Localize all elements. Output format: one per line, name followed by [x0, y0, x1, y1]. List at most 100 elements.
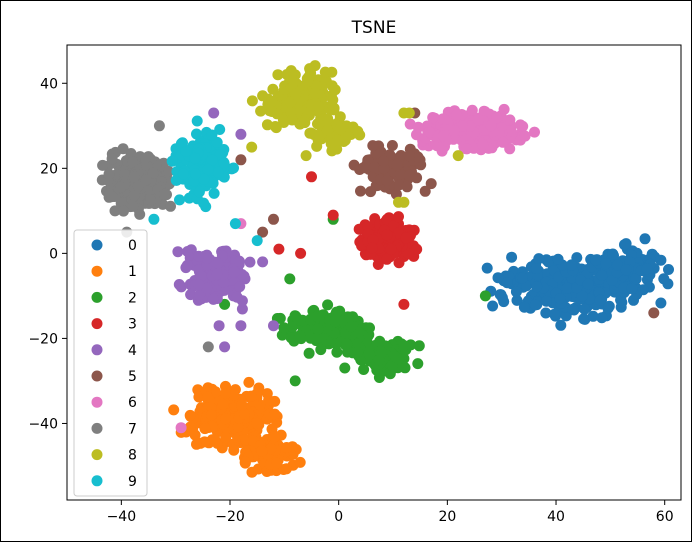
- point-6: [485, 120, 497, 132]
- point-4: [213, 320, 225, 332]
- point-1: [271, 457, 283, 469]
- point-9: [166, 155, 178, 167]
- point-8: [300, 150, 312, 162]
- point-0: [518, 301, 530, 313]
- point-3: [393, 257, 405, 269]
- point-4: [207, 293, 219, 305]
- point-7: [165, 200, 176, 212]
- point-5: [381, 175, 393, 186]
- point-2: [289, 375, 301, 387]
- point-2: [345, 321, 357, 333]
- point-2: [303, 347, 315, 359]
- point-2: [412, 358, 424, 370]
- point-2: [286, 321, 298, 333]
- point-5: [235, 154, 247, 166]
- point-2: [284, 273, 296, 285]
- point-3: [295, 247, 307, 259]
- point-7: [158, 188, 170, 200]
- point-5: [368, 162, 380, 173]
- point-0: [492, 272, 504, 284]
- point-6: [437, 130, 449, 142]
- legend-marker-0: [91, 239, 103, 251]
- point-5: [401, 181, 413, 193]
- point-8: [246, 141, 258, 153]
- point-2: [413, 340, 425, 352]
- point-0: [596, 269, 608, 281]
- point-8: [246, 95, 258, 107]
- point-8: [266, 106, 278, 117]
- point-5: [403, 169, 415, 181]
- point-4: [212, 257, 224, 269]
- point-0: [641, 263, 653, 275]
- x-tick-label: 60: [656, 509, 674, 525]
- legend-label-9: 9: [128, 474, 137, 490]
- legend-marker-1: [91, 265, 103, 277]
- point-8: [327, 94, 339, 106]
- point-8: [286, 114, 298, 126]
- point-9: [198, 173, 210, 185]
- point-0: [567, 303, 579, 315]
- point-7: [163, 165, 175, 177]
- point-9: [193, 186, 205, 198]
- point-6: [424, 126, 436, 138]
- point-5: [378, 155, 389, 167]
- point-2: [341, 338, 353, 350]
- point-2: [353, 326, 365, 338]
- legend-marker-4: [91, 344, 103, 356]
- point-4: [193, 279, 205, 291]
- point-2: [312, 323, 324, 335]
- point-4: [182, 246, 194, 257]
- point-8: [266, 95, 278, 107]
- point-8: [403, 107, 415, 119]
- point-4: [211, 268, 223, 280]
- legend-label-2: 2: [128, 290, 137, 306]
- point-5: [355, 185, 366, 197]
- point-7: [132, 181, 144, 192]
- point-2: [393, 353, 405, 365]
- point-2: [331, 346, 343, 358]
- point-8: [270, 122, 282, 134]
- point-0: [596, 312, 608, 324]
- legend-marker-8: [91, 449, 103, 461]
- y-axis: 40 20 0 −20 −40: [28, 76, 67, 432]
- point-5: [403, 150, 415, 162]
- point-9: [208, 187, 220, 199]
- point-2: [219, 298, 231, 310]
- point-9: [190, 168, 201, 180]
- point-5: [257, 226, 269, 238]
- series-8: [246, 60, 464, 208]
- point-8: [314, 130, 326, 142]
- point-0: [603, 300, 615, 312]
- point-1: [239, 456, 251, 468]
- point-4: [208, 107, 220, 119]
- legend-label-7: 7: [128, 421, 137, 437]
- point-9: [202, 163, 214, 175]
- point-0: [501, 277, 513, 289]
- point-4: [194, 289, 206, 301]
- point-8: [285, 96, 297, 108]
- point-6: [497, 136, 509, 148]
- point-4: [268, 320, 279, 332]
- point-4: [257, 256, 269, 268]
- point-0: [552, 253, 564, 265]
- point-0: [630, 273, 642, 285]
- legend-marker-5: [91, 370, 103, 382]
- point-0: [639, 233, 651, 245]
- point-1: [256, 445, 268, 457]
- point-0: [561, 282, 573, 294]
- point-3: [385, 243, 397, 255]
- point-0: [590, 254, 602, 266]
- point-1: [202, 391, 214, 403]
- point-3: [353, 223, 365, 235]
- point-0: [554, 293, 566, 305]
- point-2: [292, 314, 304, 325]
- point-4: [193, 250, 205, 262]
- point-1: [228, 389, 240, 401]
- point-4: [218, 284, 230, 296]
- point-1: [189, 429, 201, 441]
- point-2: [398, 340, 410, 351]
- point-3: [400, 232, 412, 244]
- point-6: [514, 119, 526, 131]
- point-9: [206, 154, 218, 166]
- y-tick-label: −40: [28, 416, 58, 432]
